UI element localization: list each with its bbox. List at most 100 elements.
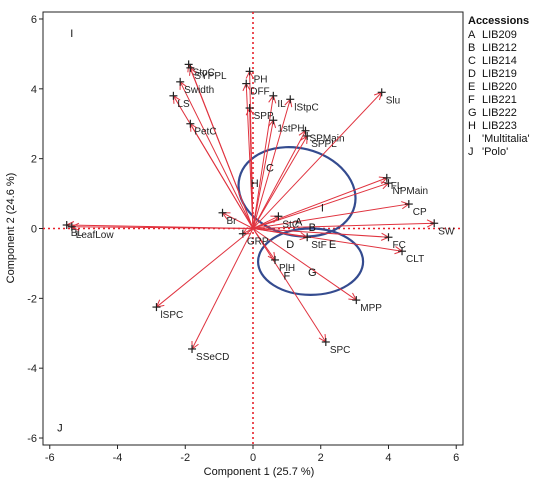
vector-label: FL xyxy=(391,181,403,192)
vector-label: SPMain xyxy=(310,134,345,145)
vector-arrowhead xyxy=(395,246,403,252)
vector-line xyxy=(252,222,435,229)
vector-label: PH xyxy=(254,74,268,85)
vector-arrowhead xyxy=(71,226,80,231)
loading-vector: StC xyxy=(252,212,299,230)
vector-label: StF xyxy=(311,240,327,251)
legend-entry-name: LIB212 xyxy=(482,42,517,54)
y-tick-label: -2 xyxy=(27,293,37,305)
x-axis-title: Component 1 (25.7 %) xyxy=(204,466,315,478)
legend-entry-key: J xyxy=(468,146,474,158)
vector-label: PetC xyxy=(194,127,216,138)
vector-line xyxy=(156,228,254,308)
vector-line xyxy=(252,228,357,301)
legend-entry-name: LIB219 xyxy=(482,68,517,80)
vector-line xyxy=(189,123,254,229)
vector-label: lStpC xyxy=(294,102,318,113)
vector-label: SW xyxy=(438,226,455,237)
legend-entry-name: LIB222 xyxy=(482,107,517,119)
y-axis-title: Component 2 (24.6 %) xyxy=(5,173,17,284)
vector-line xyxy=(191,228,254,350)
vector-label: CLT xyxy=(406,254,424,265)
vector-line xyxy=(252,130,306,229)
vector-line xyxy=(252,228,327,343)
x-tick-label: 2 xyxy=(318,452,324,464)
x-tick-label: 6 xyxy=(453,452,459,464)
vector-arrowhead xyxy=(179,81,187,88)
vector-arrowhead xyxy=(190,67,197,74)
vector-line xyxy=(179,81,254,229)
vector-label: SPPL xyxy=(311,139,337,150)
vector-label: LeafLow xyxy=(76,230,115,241)
vector-line xyxy=(252,228,389,238)
loading-vector: SYPPL xyxy=(186,63,254,229)
accession-point-label: G xyxy=(308,267,317,279)
legend-entry: F LIB221 xyxy=(468,94,530,107)
legend-entry: J 'Polo' xyxy=(468,146,530,159)
x-tick-label: 0 xyxy=(250,452,256,464)
vector-label: FC xyxy=(392,240,405,251)
loading-vector: SPPL xyxy=(252,131,337,229)
loading-vector: lSPC xyxy=(152,228,254,321)
vector-line xyxy=(252,95,274,229)
vector-arrowhead xyxy=(352,292,357,301)
loading-vector: IL xyxy=(252,91,286,229)
vector-arrowhead xyxy=(300,232,308,238)
vector-label: DFF xyxy=(250,87,269,98)
vector-label: GRP xyxy=(247,237,269,248)
vector-arrowhead xyxy=(188,64,195,71)
accession-point-label: B xyxy=(309,222,316,234)
legend-entry: I 'Multitalia' xyxy=(468,133,530,146)
vector-line xyxy=(252,91,383,229)
vector-arrowhead xyxy=(284,98,291,106)
legend-entry-key: E xyxy=(468,81,476,93)
vector-line xyxy=(249,108,254,229)
vector-arrowhead xyxy=(318,337,327,343)
legend-entry-key: H xyxy=(468,120,476,132)
loading-vector: 1stPH xyxy=(252,116,305,229)
vector-line xyxy=(189,67,254,229)
loading-vector: CP xyxy=(252,200,427,229)
y-tick-label: 6 xyxy=(31,14,37,26)
vector-label: SPC xyxy=(330,345,351,356)
legend-entry-key: F xyxy=(468,94,475,106)
x-tick-label: -4 xyxy=(113,452,123,464)
vector-label: SPP xyxy=(254,111,274,122)
vector-arrowhead xyxy=(190,123,198,129)
legend-entry-name: 'Polo' xyxy=(482,146,509,158)
x-tick-label: -6 xyxy=(45,452,55,464)
vector-label: CP xyxy=(413,207,427,218)
vector-arrowhead xyxy=(173,95,181,101)
loading-vector: PetC xyxy=(186,119,254,229)
legend-entry: B LIB212 xyxy=(468,42,530,55)
vector-label: 1stPH xyxy=(277,123,304,134)
legend-entry-key: A xyxy=(468,29,476,41)
loading-vector: SSeCD xyxy=(188,228,254,363)
vector-arrowhead xyxy=(249,71,254,79)
loading-vector: SPC xyxy=(252,228,351,356)
accession-point-label: F xyxy=(284,271,291,283)
loading-vector: StF xyxy=(252,228,327,251)
vector-label: MPP xyxy=(360,303,382,314)
vector-arrowhead xyxy=(382,182,389,190)
vector-arrowhead xyxy=(222,212,228,220)
loading-vector: FC xyxy=(252,228,406,251)
accession-point-label: E xyxy=(329,239,336,251)
accession-point-label: I xyxy=(70,28,73,40)
vector-line xyxy=(71,226,254,229)
vector-label: PlH xyxy=(279,263,295,274)
y-tick-label: -4 xyxy=(27,363,37,375)
vector-label: StpC xyxy=(193,67,215,78)
y-tick-label: 4 xyxy=(31,84,37,96)
vector-arrowhead xyxy=(426,222,435,228)
legend-entry: C LIB214 xyxy=(468,55,530,68)
vector-arrowhead xyxy=(249,107,254,116)
legend-entry-name: LIB214 xyxy=(482,55,517,67)
legend-title: Accessions xyxy=(468,15,530,27)
vector-label: SSeCD xyxy=(196,352,229,363)
legend-entries: A LIB209 B LIB212 C LIB214 D LIB219 E LIB220 F LIB2… xyxy=(468,29,530,159)
vector-line xyxy=(252,182,389,229)
vector-line xyxy=(252,228,276,261)
x-tick-label: -2 xyxy=(180,452,190,464)
